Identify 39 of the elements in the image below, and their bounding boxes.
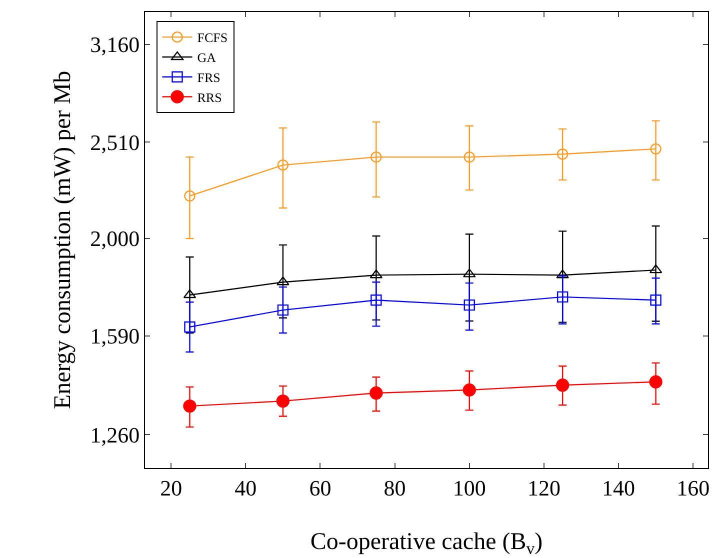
y-axis-title: Energy consumption (mW) per Mb bbox=[50, 70, 76, 410]
x-tick-label: 120 bbox=[527, 475, 560, 500]
legend-label: RRS bbox=[197, 90, 222, 105]
point bbox=[650, 143, 662, 155]
point bbox=[276, 394, 290, 408]
point bbox=[370, 294, 382, 306]
point bbox=[183, 399, 196, 413]
point bbox=[650, 294, 662, 306]
point bbox=[183, 289, 196, 298]
x-tick-label: 40 bbox=[234, 475, 257, 500]
point bbox=[184, 190, 196, 202]
point bbox=[462, 383, 476, 397]
legend-label: FCFS bbox=[197, 30, 228, 46]
point bbox=[464, 151, 475, 163]
x-tick-label: 100 bbox=[452, 475, 486, 500]
legend-label: GA bbox=[197, 50, 217, 66]
y-tick-label: 1,590 bbox=[90, 324, 140, 349]
point bbox=[556, 378, 570, 392]
point bbox=[649, 375, 662, 388]
y-tick-label: 2,510 bbox=[90, 130, 140, 155]
x-tick-label: 160 bbox=[676, 475, 710, 500]
point bbox=[184, 321, 196, 333]
x-tick-label: 20 bbox=[160, 475, 182, 500]
y-tick-label: 2,000 bbox=[90, 226, 140, 252]
point bbox=[277, 159, 289, 171]
point bbox=[464, 299, 475, 311]
x-axis-title: Co-operative cache (B$_{v}$) bbox=[310, 528, 543, 558]
point bbox=[556, 291, 568, 303]
y-tick-label: 1,260 bbox=[90, 422, 140, 448]
x-tick-label: 60 bbox=[309, 475, 332, 500]
legend-label: FRS bbox=[197, 70, 220, 85]
point bbox=[277, 304, 289, 316]
x-tick-label: 140 bbox=[602, 475, 636, 500]
point bbox=[370, 151, 382, 163]
point bbox=[370, 386, 383, 400]
point bbox=[556, 148, 568, 160]
x-tick-label: 80 bbox=[384, 475, 406, 500]
point bbox=[649, 264, 662, 274]
y-tick-label: 3,160 bbox=[90, 32, 140, 58]
